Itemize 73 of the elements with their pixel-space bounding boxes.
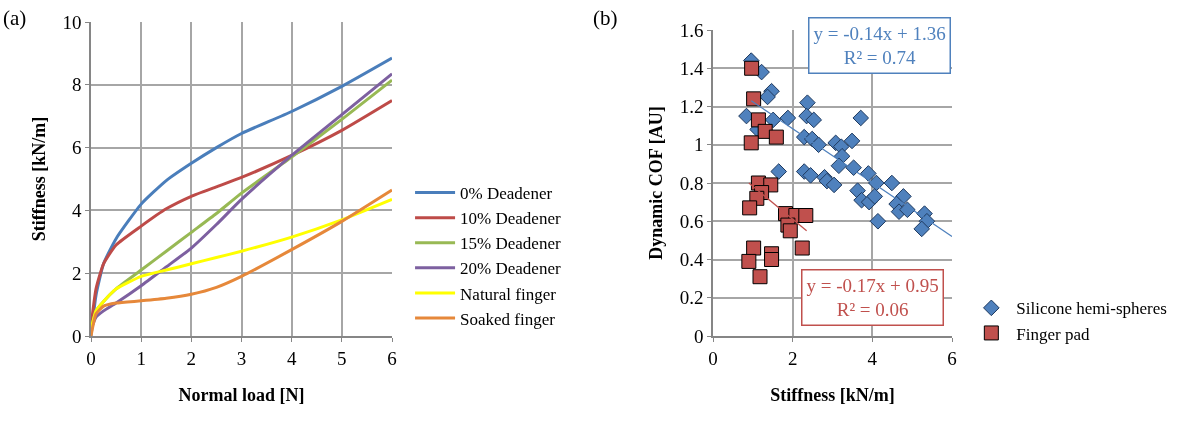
point: [742, 200, 758, 216]
point: [845, 159, 862, 176]
y-tick-label: 4: [71, 200, 82, 222]
x-tick-label: 2: [186, 347, 197, 369]
x-tick-label: 0: [708, 347, 718, 369]
y-tick-label: 0.6: [679, 210, 704, 232]
point: [770, 163, 788, 180]
legend-label: Natural finger: [460, 284, 557, 304]
legend-label: 15% Deadener: [460, 234, 561, 254]
x-tick-label: 1: [136, 347, 146, 369]
point: [843, 132, 861, 150]
x-tick-label: 6: [387, 347, 397, 369]
point: [741, 253, 757, 269]
point: [782, 223, 798, 239]
x-axis-title: Normal load [N]: [178, 384, 305, 405]
point: [866, 188, 884, 205]
y-tick-label: 0.2: [679, 287, 704, 309]
x-tick-label: 4: [286, 347, 297, 369]
point: [746, 240, 762, 256]
point: [768, 129, 784, 145]
x-tick-label: 3: [236, 347, 247, 369]
point: [802, 167, 819, 184]
y-axis-title: Stiffness [kN/m]: [29, 116, 50, 242]
point: [794, 240, 810, 256]
y-tick-label: 0: [693, 325, 704, 347]
point: [913, 220, 931, 238]
x-tick-label: 6: [947, 347, 957, 369]
legend-label: 20% Deadener: [460, 259, 561, 279]
point: [759, 88, 776, 106]
annotation: y = -0.14x + 1.36 R² = 0.74: [813, 22, 946, 69]
x-tick-label: 5: [337, 347, 347, 369]
point: [852, 109, 870, 127]
y-tick-label: 6: [71, 137, 82, 159]
y-tick-label: 2: [71, 262, 82, 284]
annotation: y = -0.17x + 0.95 R² = 0.06: [806, 274, 939, 321]
point: [779, 109, 797, 127]
x-tick-label: 0: [86, 347, 96, 369]
y-axis-title: Dynamic COF [AU]: [646, 106, 667, 260]
chart-title: (a): [2, 5, 27, 30]
y-tick-label: 0: [71, 325, 82, 347]
point: [799, 94, 816, 111]
point: [868, 174, 885, 192]
point: [752, 269, 768, 285]
y-tick-label: 0.4: [679, 249, 704, 271]
point: [744, 60, 760, 76]
point: [743, 135, 759, 151]
y-tick-label: 10: [62, 11, 82, 33]
point: [825, 176, 843, 194]
y-tick-label: 8: [71, 74, 82, 96]
point: [860, 165, 877, 182]
y-tick-label: 1.2: [679, 96, 704, 118]
x-axis-title: Stiffness [kN/m]: [770, 384, 895, 405]
point: [869, 212, 887, 230]
point: [805, 111, 823, 129]
y-tick-label: 0.8: [679, 172, 704, 194]
x-tick-label: 4: [867, 347, 878, 369]
legend-label: Silicone hemi-spheres: [1016, 299, 1167, 319]
point: [746, 91, 762, 107]
legend-label: 0% Deadener: [460, 184, 553, 204]
point: [798, 208, 814, 224]
chart-title: (b): [592, 5, 618, 30]
x-tick-label: 2: [787, 347, 798, 369]
legend-label: Finger pad: [1016, 324, 1091, 344]
point: [830, 157, 848, 175]
point: [899, 201, 916, 219]
point: [764, 252, 780, 267]
point: [810, 136, 827, 154]
legend-label: Soaked finger: [460, 309, 556, 329]
y-tick-label: 1: [693, 134, 704, 156]
y-tick-label: 1.6: [679, 19, 704, 41]
y-tick-label: 1.4: [679, 57, 704, 79]
legend-label: 10% Deadener: [460, 209, 561, 229]
point: [883, 174, 901, 192]
